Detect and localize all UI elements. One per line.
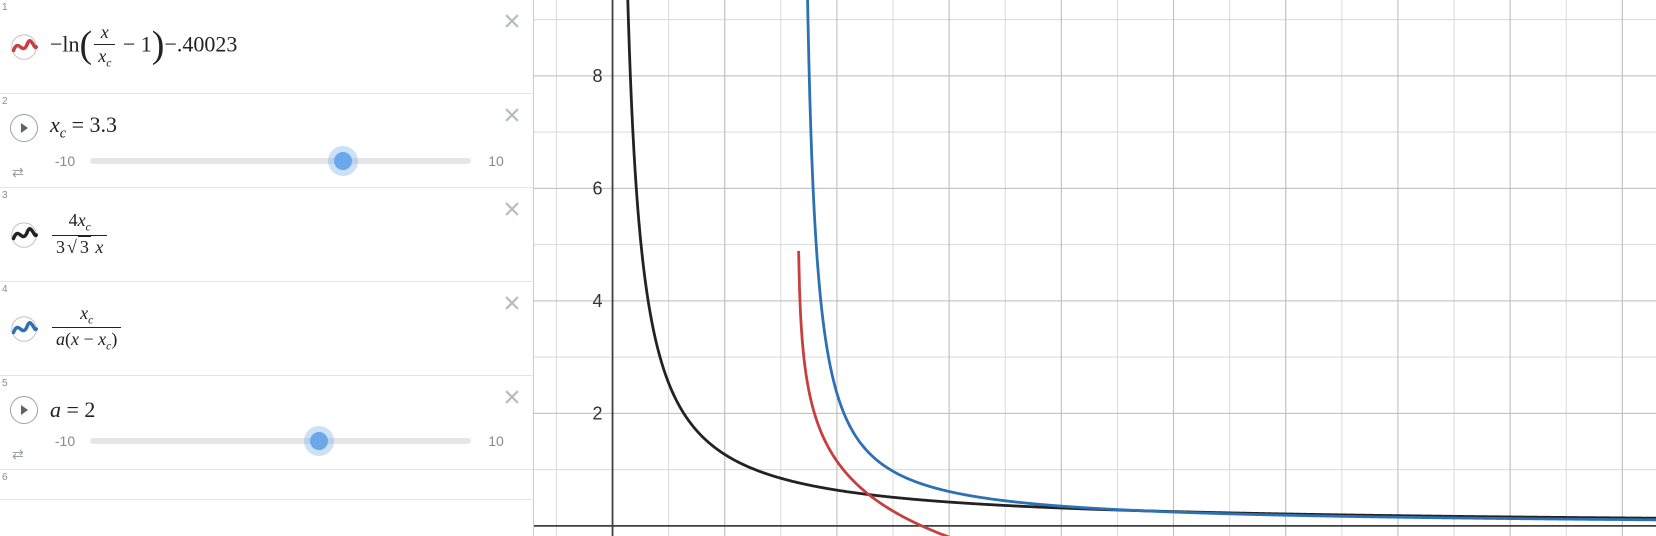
black-curve xyxy=(534,0,1656,536)
slider-track[interactable] xyxy=(90,158,471,164)
swap-icon[interactable]: ⇄ xyxy=(12,164,24,181)
slider-thumb[interactable] xyxy=(334,152,352,170)
slider-max[interactable]: 10 xyxy=(481,433,511,449)
delete-row-button[interactable] xyxy=(501,386,523,408)
red-curve xyxy=(799,251,1656,536)
expression-content[interactable]: 4xc 3√3 x xyxy=(50,210,109,259)
swap-icon[interactable]: ⇄ xyxy=(12,446,24,463)
expression-content[interactable]: −ln(xxc − 1)−.40023 xyxy=(50,22,237,70)
expression-row-1[interactable]: 1 −ln(xxc − 1)−.40023 xyxy=(0,0,533,94)
svg-text:8: 8 xyxy=(593,66,603,86)
delete-row-button[interactable] xyxy=(501,292,523,314)
delete-row-button[interactable] xyxy=(501,10,523,32)
slider-max[interactable]: 10 xyxy=(481,153,511,169)
play-button[interactable] xyxy=(8,112,40,144)
row-index: 5 xyxy=(2,378,8,389)
blue-curve xyxy=(534,0,1656,536)
slider-variable-label[interactable]: xc = 3.3 xyxy=(50,112,511,142)
delete-row-button[interactable] xyxy=(501,198,523,220)
curve-toggle-icon[interactable] xyxy=(8,313,40,345)
slider-row-a[interactable]: 5 ⇄ a = 2 -10 10 xyxy=(0,376,533,470)
graph-area[interactable]: 2 4 6 8 xyxy=(534,0,1656,536)
row-index: 4 xyxy=(2,284,8,295)
delete-row-button[interactable] xyxy=(501,104,523,126)
slider-track[interactable] xyxy=(90,438,471,444)
row-index: 3 xyxy=(2,190,8,201)
slider-value: 3.3 xyxy=(90,112,118,137)
svg-text:2: 2 xyxy=(593,403,603,423)
slider-value: 2 xyxy=(84,397,95,422)
svg-text:6: 6 xyxy=(593,178,603,198)
slider-min[interactable]: -10 xyxy=(50,153,80,169)
row-index: 6 xyxy=(2,472,8,483)
row-index: 1 xyxy=(2,2,8,13)
graph-svg: 2 4 6 8 xyxy=(534,0,1656,536)
expression-row-3[interactable]: 3 4xc 3√3 x xyxy=(0,188,533,282)
row-index: 2 xyxy=(2,96,8,107)
empty-row[interactable]: 6 xyxy=(0,470,533,500)
expression-panel: 1 −ln(xxc − 1)−.40023 2 ⇄ xc = 3.3 xyxy=(0,0,534,536)
slider-variable-label[interactable]: a = 2 xyxy=(50,397,511,423)
expression-content[interactable]: xc a(x − xc) xyxy=(50,303,123,354)
slider-min[interactable]: -10 xyxy=(50,433,80,449)
expression-row-4[interactable]: 4 xc a(x − xc) xyxy=(0,282,533,376)
curve-toggle-icon[interactable] xyxy=(8,31,40,63)
slider-row-xc[interactable]: 2 ⇄ xc = 3.3 -10 10 xyxy=(0,94,533,188)
curve-toggle-icon[interactable] xyxy=(8,219,40,251)
slider-thumb[interactable] xyxy=(310,432,328,450)
play-button[interactable] xyxy=(8,394,40,426)
svg-text:4: 4 xyxy=(593,291,603,311)
